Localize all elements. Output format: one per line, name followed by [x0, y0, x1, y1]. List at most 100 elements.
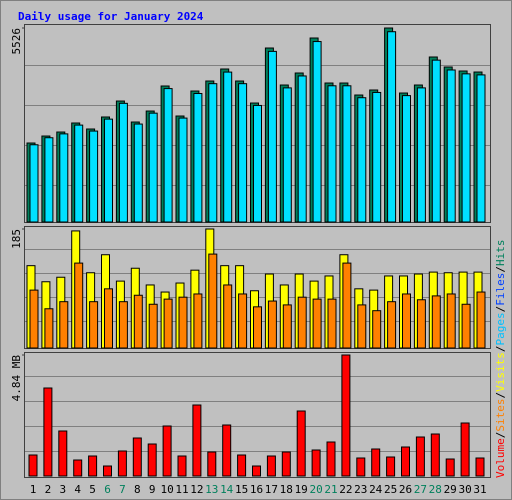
bar [267, 50, 277, 223]
x-tick-label: 21 [324, 483, 337, 496]
x-tick-label: 24 [369, 483, 383, 496]
bar [267, 300, 277, 349]
bar [461, 303, 471, 349]
y-tick-label: 185 [10, 229, 23, 249]
bar [296, 410, 306, 477]
bar [147, 443, 157, 477]
bar [238, 83, 248, 223]
bar [476, 74, 486, 223]
bar [117, 450, 127, 477]
bar [327, 85, 337, 223]
bar [431, 295, 441, 349]
bar [311, 449, 321, 477]
x-tick-label: 4 [74, 483, 81, 496]
x-tick-label: 17 [265, 483, 278, 496]
x-tick-label: 3 [59, 483, 66, 496]
bar [237, 454, 247, 477]
bar [312, 41, 322, 223]
x-tick-label: 27 [414, 483, 427, 496]
x-tick-label: 1 [30, 483, 37, 496]
bar [445, 458, 455, 477]
x-tick-label: 20 [309, 483, 322, 496]
bar [386, 456, 396, 477]
bar [74, 262, 84, 349]
bar [104, 288, 113, 349]
bar [253, 306, 262, 349]
x-tick-label: 22 [339, 483, 352, 496]
bar [416, 87, 426, 223]
legend-entry: Sites [494, 399, 507, 432]
x-tick-label: 10 [160, 483, 173, 496]
bar [282, 87, 292, 223]
bar [341, 354, 351, 477]
x-tick-label: 19 [295, 483, 308, 496]
x-tick-label: 16 [250, 483, 263, 496]
x-tick-label: 23 [354, 483, 367, 496]
legend: Volume/Sites/Visits/Pages/Files/Hits [494, 240, 507, 479]
bar [133, 123, 143, 223]
x-tick-label: 29 [444, 483, 457, 496]
bar [44, 137, 54, 223]
bar [103, 465, 112, 477]
chart-title: Daily usage for January 2024 [18, 10, 204, 23]
bar [163, 298, 173, 349]
x-tick-label: 5 [89, 483, 96, 496]
bar [223, 71, 233, 223]
bar [446, 293, 456, 349]
bar [29, 289, 39, 349]
bar [238, 293, 248, 349]
bar [312, 298, 322, 349]
bar [89, 301, 99, 349]
x-tick-label: 7 [119, 483, 126, 496]
bar [356, 457, 366, 477]
bar [266, 455, 276, 477]
x-tick-label: 18 [280, 483, 293, 496]
x-tick-label: 28 [429, 483, 442, 496]
bar [44, 308, 54, 349]
bar [401, 446, 410, 477]
bar [475, 457, 485, 477]
x-tick-label: 8 [134, 483, 141, 496]
bar [132, 437, 142, 477]
x-tick-label: 31 [473, 483, 486, 496]
bar [402, 95, 411, 223]
legend-separator: / [494, 306, 507, 313]
y-tick-label: 5526 [10, 28, 23, 55]
bar [88, 455, 98, 477]
bar [431, 59, 441, 223]
legend-entry: Hits [494, 240, 507, 267]
bar [222, 424, 232, 477]
bar [163, 88, 173, 223]
bar [133, 294, 143, 349]
bar [73, 459, 83, 477]
bar [162, 425, 172, 477]
bar [371, 448, 381, 477]
bar [446, 69, 456, 223]
x-tick-label: 2 [45, 483, 52, 496]
legend-entry: Visits [494, 352, 507, 392]
bar [326, 441, 336, 477]
x-tick-label: 15 [235, 483, 248, 496]
bar [59, 301, 69, 349]
bar [372, 91, 382, 223]
bar [281, 451, 291, 477]
bar [387, 301, 397, 349]
bar [342, 262, 352, 349]
bar [253, 104, 262, 223]
bar [192, 404, 202, 477]
x-tick-label: 11 [175, 483, 188, 496]
bar [223, 284, 233, 349]
bar [148, 112, 158, 223]
bar [193, 93, 203, 223]
bar [118, 301, 128, 349]
legend-separator: / [494, 432, 507, 439]
bar [178, 296, 188, 349]
bar [416, 299, 426, 349]
legend-separator: / [494, 392, 507, 399]
bar [476, 291, 486, 349]
bar [58, 430, 68, 477]
x-tick-label: 25 [384, 483, 397, 496]
bar [372, 310, 382, 349]
legend-entry: Volume [494, 438, 507, 478]
